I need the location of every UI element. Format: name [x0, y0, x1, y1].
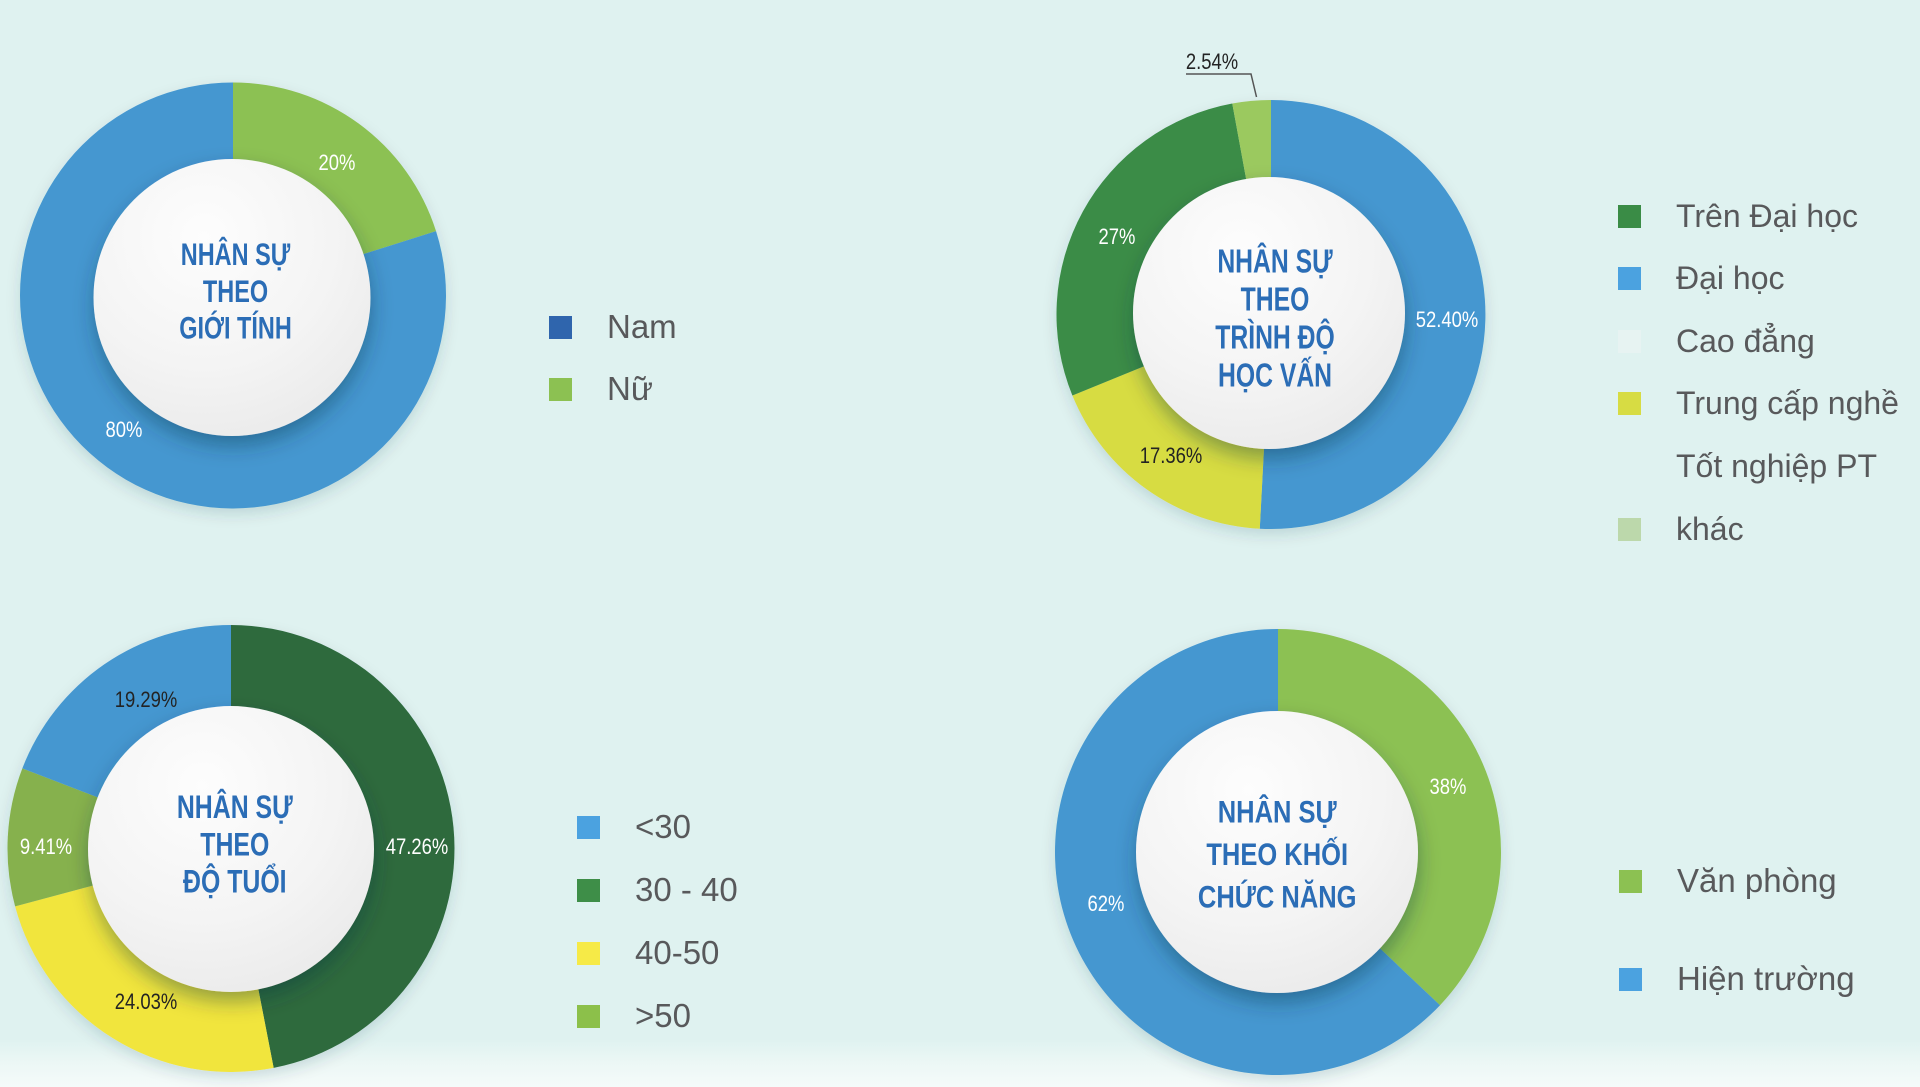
svg-text:20%: 20% — [319, 151, 356, 176]
svg-text:52.40%: 52.40% — [1416, 308, 1479, 333]
svg-text:2.54%: 2.54% — [1186, 50, 1238, 75]
svg-text:80%: 80% — [106, 418, 143, 443]
svg-text:GIỚI TÍNH: GIỚI TÍNH — [179, 310, 292, 345]
svg-text:27%: 27% — [1099, 225, 1136, 250]
svg-text:19.29%: 19.29% — [115, 688, 178, 713]
svg-text:9.41%: 9.41% — [20, 835, 72, 860]
svg-text:47.26%: 47.26% — [386, 835, 449, 860]
svg-text:NHÂN SỰ: NHÂN SỰ — [1217, 242, 1333, 280]
svg-text:17.36%: 17.36% — [1140, 444, 1203, 469]
svg-text:38%: 38% — [1430, 775, 1467, 800]
svg-text:ĐỘ TUỔI: ĐỘ TUỔI — [183, 862, 287, 900]
svg-text:THEO: THEO — [200, 827, 269, 863]
svg-text:NHÂN SỰ: NHÂN SỰ — [177, 788, 293, 826]
svg-text:CHỨC NĂNG: CHỨC NĂNG — [1198, 878, 1357, 915]
svg-text:24.03%: 24.03% — [115, 990, 178, 1015]
svg-text:THEO: THEO — [203, 274, 268, 309]
svg-text:62%: 62% — [1088, 892, 1125, 917]
svg-text:HỌC VẤN: HỌC VẤN — [1218, 356, 1332, 394]
svg-text:THEO KHỐI: THEO KHỐI — [1206, 835, 1348, 872]
svg-text:NHÂN SỰ: NHÂN SỰ — [181, 237, 290, 272]
svg-text:NHÂN SỰ: NHÂN SỰ — [1218, 793, 1337, 830]
svg-text:TRÌNH ĐỘ: TRÌNH ĐỘ — [1215, 318, 1335, 356]
svg-text:THEO: THEO — [1241, 282, 1310, 318]
